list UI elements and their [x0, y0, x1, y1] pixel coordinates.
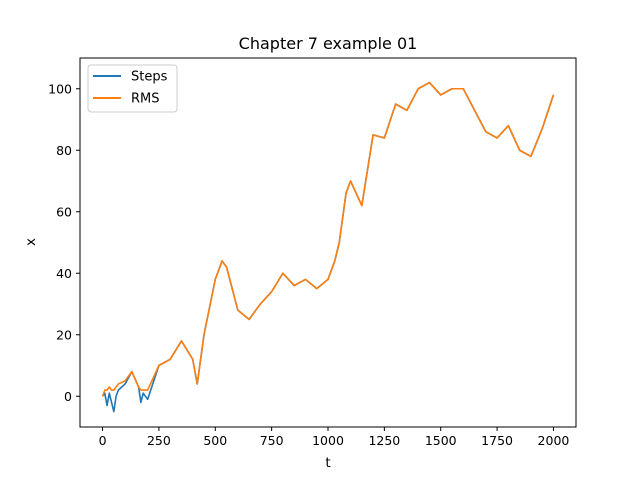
x-tick-label: 750 [260, 433, 284, 448]
y-tick-label: 40 [56, 266, 72, 281]
y-tick-label: 80 [56, 143, 72, 158]
x-tick-label: 1250 [368, 433, 400, 448]
x-axis: 0 250 500 750 1000 1250 1500 1750 2000 [99, 427, 570, 448]
x-tick-label: 1500 [425, 433, 457, 448]
series-line-rms [101, 81, 555, 397]
x-tick-label: 2000 [538, 433, 570, 448]
legend: Steps RMS [87, 64, 178, 113]
plot-area [79, 57, 577, 428]
y-tick-label: 60 [56, 204, 72, 219]
y-axis-label: x [23, 238, 39, 246]
y-tick-label: 20 [56, 327, 72, 342]
y-axis: 0 20 40 60 80 100 [48, 81, 80, 404]
y-tick-label: 0 [64, 389, 72, 404]
chart-title: Chapter 7 example 01 [239, 34, 418, 53]
x-tick-label: 1000 [312, 433, 344, 448]
x-axis-label: t [325, 455, 330, 471]
y-tick-label: 100 [48, 81, 72, 96]
legend-label-steps: Steps [131, 70, 168, 85]
x-tick-label: 1750 [481, 433, 513, 448]
x-tick-label: 250 [147, 433, 171, 448]
legend-label-rms: RMS [131, 92, 160, 107]
axes-background [80, 58, 576, 427]
x-tick-label: 500 [203, 433, 227, 448]
series-layer [101, 81, 555, 413]
x-tick-label: 0 [99, 433, 107, 448]
